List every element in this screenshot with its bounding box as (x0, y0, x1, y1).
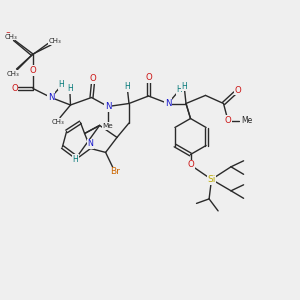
Text: O: O (235, 86, 241, 95)
Text: O: O (187, 160, 194, 169)
Text: O: O (30, 66, 36, 75)
Text: H: H (182, 82, 188, 91)
Text: O: O (11, 84, 18, 93)
Text: O: O (90, 74, 96, 83)
Text: N: N (105, 102, 111, 111)
Text: CH₃: CH₃ (6, 70, 19, 76)
Text: O: O (145, 73, 152, 82)
Text: Si: Si (207, 175, 216, 184)
Text: CH₃: CH₃ (5, 34, 18, 40)
Text: H: H (67, 84, 73, 93)
Text: O: O (225, 116, 231, 125)
Text: H: H (58, 80, 64, 89)
Text: N: N (48, 93, 54, 102)
Text: H: H (73, 154, 79, 164)
Text: O: O (5, 32, 11, 41)
Text: N: N (88, 140, 94, 148)
Text: CH₃: CH₃ (52, 118, 64, 124)
Text: CH₃: CH₃ (48, 38, 61, 44)
Text: N: N (165, 99, 171, 108)
Text: H: H (176, 85, 182, 94)
Text: Br: Br (110, 167, 119, 176)
Text: H: H (124, 82, 130, 91)
Text: Me: Me (241, 116, 252, 125)
Text: Me: Me (103, 123, 113, 129)
